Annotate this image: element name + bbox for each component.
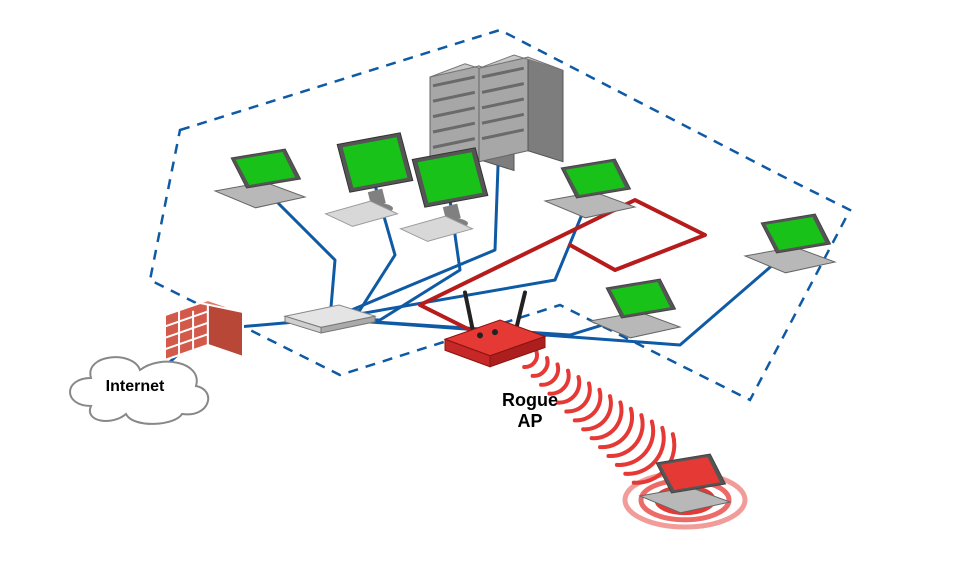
laptop-mid-right-icon	[590, 279, 680, 338]
internet-label: Internet	[90, 378, 180, 396]
laptop-right-icon	[745, 214, 835, 273]
desktop-a-icon	[326, 133, 413, 227]
laptop-top-right-icon	[545, 159, 635, 218]
laptop-top-left-icon	[215, 149, 305, 208]
desktop-b-icon	[401, 148, 488, 242]
rogue-ap-label: Rogue AP	[470, 390, 590, 431]
net-wire-0	[260, 185, 335, 319]
firewall-icon	[165, 300, 243, 360]
